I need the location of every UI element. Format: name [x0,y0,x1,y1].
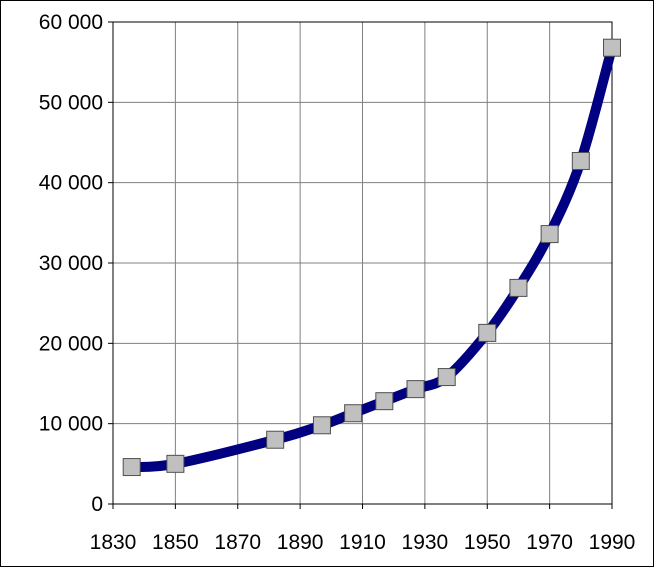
data-point-marker [122,458,141,477]
data-point-marker [478,323,497,342]
data-point-marker [344,404,363,423]
data-point-marker [437,368,456,387]
x-tick-label: 1870 [214,531,261,554]
data-point-marker [166,454,185,473]
x-tick-label: 1950 [464,531,511,554]
x-tick-label: 1930 [402,531,449,554]
series-line [126,42,617,473]
data-point-marker [540,225,559,244]
y-tick-label: 10 000 [39,413,103,436]
x-tick-label: 1850 [152,531,199,554]
data-point-marker [603,38,621,57]
x-tick-label: 1990 [589,531,636,554]
x-tick-label: 1970 [526,531,573,554]
x-tick-label: 1830 [90,531,137,554]
x-axis-tick-labels: 1830 1850 1870 1890 1910 1930 1950 1970 1990 [90,504,636,554]
y-tick-label: 40 000 [39,172,103,195]
data-point-marker [312,416,331,435]
data-point-marker [571,151,590,170]
marker-layer [122,38,621,477]
x-tick-label: 1890 [277,531,324,554]
data-point-marker [406,380,425,399]
data-point-marker [375,392,394,411]
series-layer [126,42,617,473]
y-tick-label: 0 [91,493,103,516]
y-tick-label: 50 000 [39,91,103,114]
y-tick-label: 20 000 [39,332,103,355]
y-tick-label: 60 000 [39,11,103,34]
y-tick-label: 30 000 [39,252,103,275]
data-point-marker [266,430,285,449]
data-point-marker [509,278,528,297]
x-tick-label: 1910 [339,531,386,554]
y-axis-tick-labels: 0 10 000 20 000 30 000 40 000 50 000 60 000 [39,11,113,516]
